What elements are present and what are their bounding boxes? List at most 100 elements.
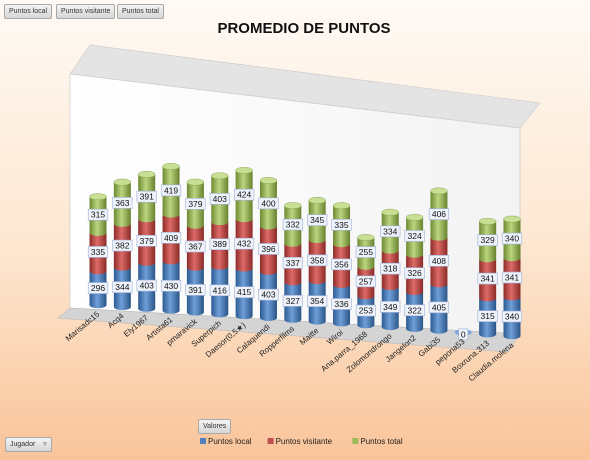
data-label-box (112, 239, 133, 252)
data-label-box (428, 301, 450, 314)
data-label-box (355, 304, 376, 317)
data-label-box (477, 272, 498, 285)
data-label: 336 (334, 299, 348, 309)
data-label: 396 (261, 244, 275, 254)
data-label: 296 (91, 283, 105, 293)
data-label-box (282, 257, 303, 269)
data-label: 340 (505, 234, 519, 244)
data-label-box (136, 190, 157, 203)
jugador-field-button[interactable]: Jugador ▿ (5, 437, 52, 452)
data-label-box (380, 225, 401, 238)
data-label: 329 (481, 235, 495, 245)
data-label: 409 (164, 233, 178, 243)
data-label-box (185, 198, 206, 210)
data-label-box (136, 235, 157, 247)
data-label: 341 (505, 273, 519, 283)
data-label: 416 (213, 285, 227, 295)
data-label-box (331, 258, 352, 271)
puntos-total-field-button[interactable]: Puntos total (117, 4, 164, 19)
data-label: 326 (407, 268, 421, 278)
data-label: 356 (334, 259, 348, 269)
data-label: 318 (383, 264, 397, 274)
data-label: 430 (164, 281, 178, 291)
data-label-box (234, 188, 255, 201)
data-label-box (282, 295, 303, 307)
data-label: 349 (383, 302, 397, 312)
data-label-box (258, 197, 279, 210)
valores-field-button[interactable]: Valores (198, 419, 232, 434)
data-label: 419 (164, 185, 178, 195)
data-label: 340 (505, 312, 519, 322)
bar-top-cap (211, 172, 229, 180)
data-label: 367 (188, 242, 202, 252)
data-label: 379 (140, 236, 154, 246)
data-label-box (477, 310, 498, 322)
data-label-box (258, 288, 279, 301)
filter-icon: ▿ (43, 441, 47, 448)
bar-top-cap (430, 187, 448, 195)
data-label-box (501, 232, 523, 245)
data-label-box (282, 218, 303, 231)
data-label: 324 (407, 231, 421, 241)
data-label: 403 (213, 194, 227, 204)
data-label: 344 (115, 282, 129, 292)
data-label-box (428, 254, 450, 267)
data-label: 432 (237, 239, 251, 249)
data-label: 403 (140, 281, 154, 291)
data-label: 327 (286, 296, 300, 306)
data-label-box (501, 310, 523, 323)
data-label: 389 (213, 239, 227, 249)
data-label: 315 (481, 311, 495, 321)
data-label-box (209, 238, 230, 251)
bar-top-cap (186, 178, 205, 186)
data-label-box (477, 234, 498, 247)
jugador-label: Jugador (10, 441, 36, 448)
data-label-box (87, 282, 109, 294)
data-label: 337 (286, 258, 300, 268)
data-label-box (307, 254, 328, 267)
legend-label: Puntos local (208, 437, 252, 446)
data-label-box (234, 286, 255, 298)
bar-top-cap (332, 202, 351, 210)
data-label-box (404, 230, 425, 242)
data-label-box (501, 271, 523, 284)
puntos-local-field-button[interactable]: Puntos local (4, 4, 53, 19)
data-label: 391 (188, 285, 202, 295)
data-label: 406 (432, 209, 446, 219)
data-label-box (428, 208, 450, 220)
bar-top-cap (357, 234, 375, 241)
chart-title: PROMEDIO DE PUNTOS (217, 20, 390, 37)
data-label-box (112, 281, 133, 293)
data-label: 354 (310, 296, 324, 306)
data-label-box (458, 328, 469, 341)
data-label: 379 (188, 199, 202, 209)
data-label: 400 (261, 198, 275, 208)
legend-swatch (267, 438, 274, 444)
data-label: 405 (432, 302, 446, 312)
bar-top-cap (503, 215, 521, 223)
data-label-box (209, 193, 230, 205)
bar-top-cap (113, 178, 132, 186)
data-label-box (380, 262, 401, 275)
data-label: 322 (407, 305, 421, 315)
data-label: 334 (383, 226, 397, 236)
data-label: 257 (359, 276, 373, 286)
data-label-box (404, 267, 425, 279)
data-label: 403 (261, 290, 275, 300)
legend-swatch (200, 438, 206, 444)
data-label: 253 (359, 306, 373, 316)
data-label-box (87, 246, 109, 258)
data-label-box (258, 243, 279, 255)
data-label: 415 (237, 287, 251, 297)
legend-label: Puntos visitante (276, 437, 333, 446)
data-label-box (87, 208, 109, 221)
bar-top-cap (89, 193, 107, 201)
data-label-box (331, 298, 352, 310)
bar-top-cap (235, 167, 253, 174)
data-label-box (307, 295, 328, 307)
data-label: 332 (286, 220, 300, 230)
bar-top-cap (284, 202, 302, 209)
data-label-box (331, 219, 352, 231)
puntos-visitante-field-button[interactable]: Puntos visitante (56, 4, 116, 19)
bar-top-cap (478, 217, 497, 225)
